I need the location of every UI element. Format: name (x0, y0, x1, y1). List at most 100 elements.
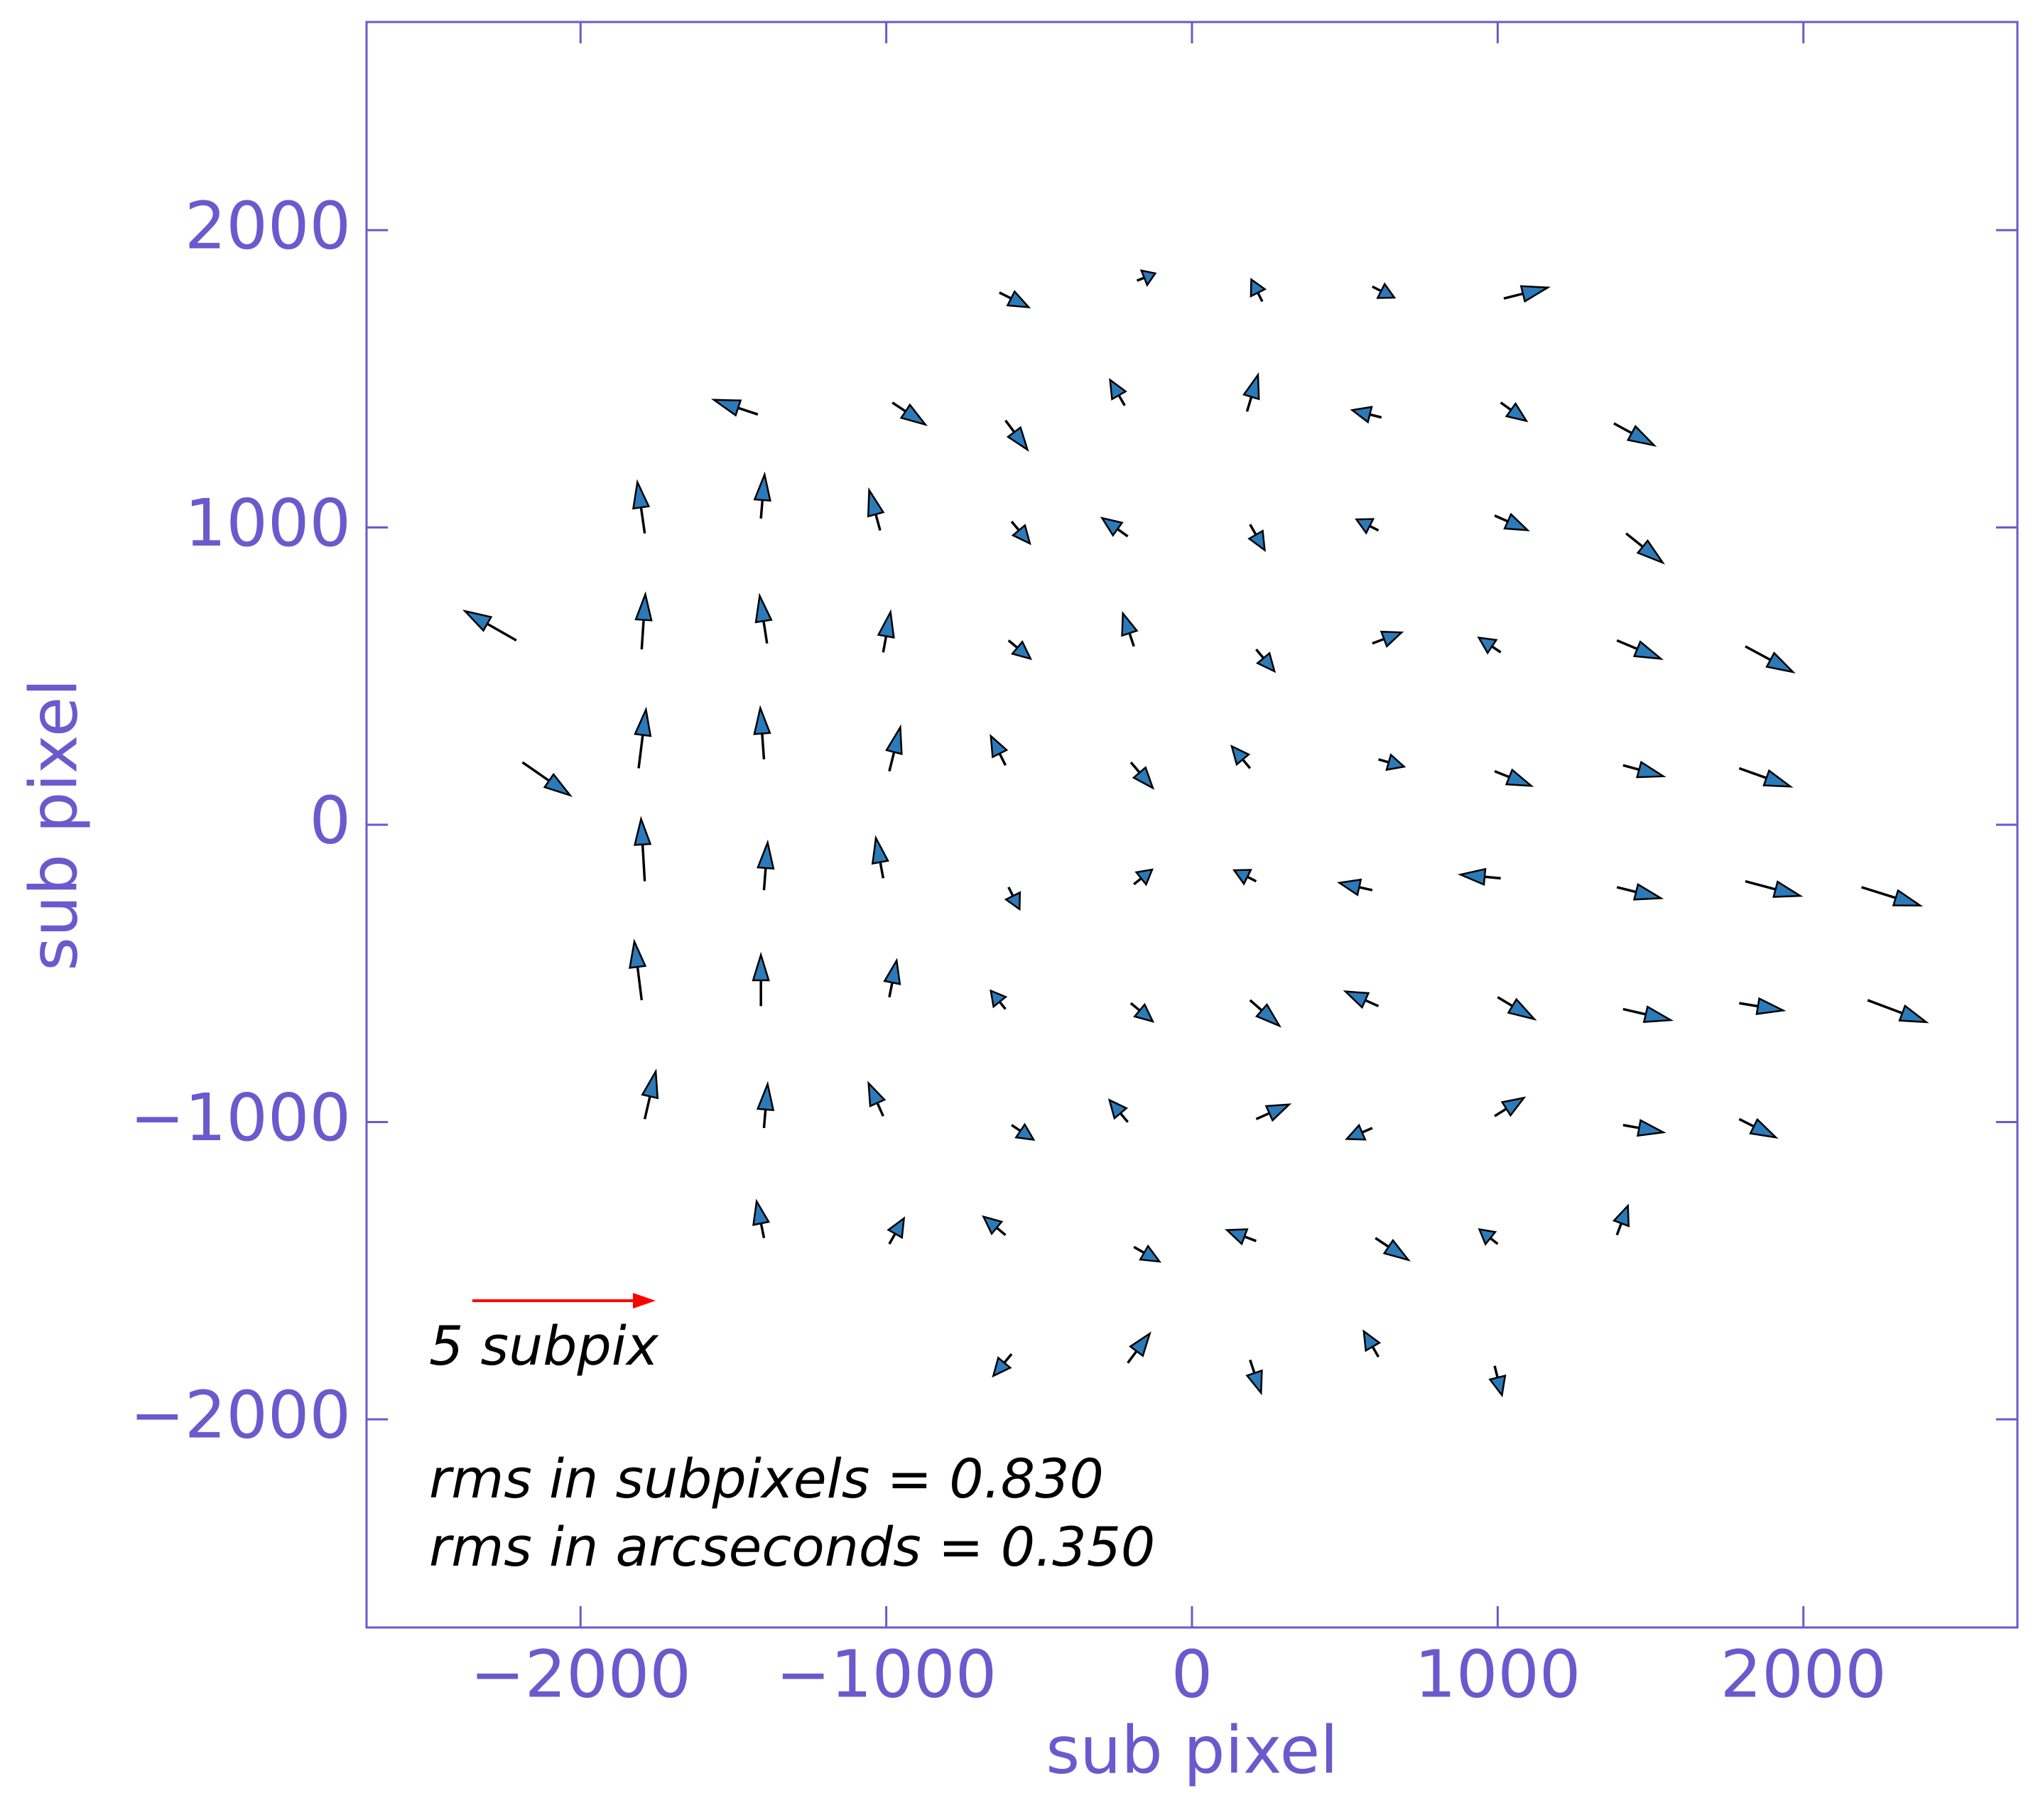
arrow-head (1134, 868, 1154, 887)
arrow-head (1242, 372, 1260, 401)
arrow-head (887, 1216, 906, 1240)
key-arrow (472, 1293, 656, 1309)
arrow-shaft (1007, 887, 1014, 897)
y-tick-label: 2000 (185, 188, 351, 264)
arrow-head (1350, 406, 1373, 424)
arrow (462, 610, 517, 642)
arrow-shaft (1361, 1127, 1373, 1134)
arrow-shaft (641, 844, 646, 882)
arrow-head (1006, 290, 1031, 309)
plot-frame (365, 21, 2019, 1629)
arrow-shaft (1249, 999, 1263, 1012)
arrow-head (1245, 1369, 1263, 1396)
arrow-head (982, 1215, 1004, 1235)
arrow-head (1749, 1117, 1779, 1139)
arrow (1249, 999, 1282, 1028)
arrow (1255, 648, 1277, 673)
arrow (1004, 419, 1029, 453)
x-tick-label: 1000 (1414, 1636, 1581, 1712)
arrow (891, 401, 928, 426)
arrow (629, 938, 647, 1001)
arrow-head (1232, 869, 1252, 886)
annotation: rms in arcseconds = 0.350 (429, 1515, 1155, 1578)
arrow-shaft (759, 499, 764, 519)
arrow-shaft (1493, 1365, 1499, 1378)
arrow-head (1376, 282, 1397, 299)
arrow (1343, 990, 1380, 1009)
arrow (1745, 879, 1804, 898)
arrow (753, 705, 771, 760)
arrow (752, 1198, 771, 1239)
arrow-head (1011, 524, 1031, 546)
arrow-shaft (1867, 999, 1903, 1014)
arrow-shaft (1247, 875, 1257, 883)
arrow-head (629, 938, 647, 969)
arrow-head (1612, 1203, 1630, 1228)
arrow (1127, 1331, 1151, 1364)
arrow (1625, 532, 1666, 565)
arrow-shaft (1257, 292, 1264, 303)
arrow-shaft (1117, 394, 1126, 406)
arrow-head (757, 839, 775, 870)
arrow (1622, 760, 1666, 779)
arrow (999, 290, 1031, 309)
arrow-head (1457, 867, 1487, 887)
arrow (1500, 401, 1529, 423)
arrow-shaft (1494, 514, 1509, 523)
arrow-head (1762, 769, 1794, 788)
arrow-head (990, 989, 1008, 1009)
arrow (752, 951, 770, 1007)
arrow (1350, 406, 1382, 424)
arrow-head (634, 591, 653, 622)
arrow (877, 609, 895, 653)
arrow (867, 487, 885, 531)
arrow (632, 479, 651, 534)
arrow (1372, 282, 1397, 299)
arrow-shaft (521, 761, 550, 782)
arrow-head (1500, 1096, 1527, 1117)
arrow-shaft (759, 1223, 766, 1239)
arrow-shaft (761, 733, 766, 760)
arrow-head (1010, 640, 1033, 661)
arrow-head (1006, 426, 1029, 453)
arrow-shaft (888, 982, 894, 998)
arrow-shaft (1616, 886, 1637, 894)
x-tick-label: −1000 (776, 1636, 997, 1712)
arrow-head (1109, 378, 1127, 401)
arrow-shaft (1738, 767, 1767, 779)
arrow (1100, 516, 1129, 538)
annotation: rms in subpixels = 0.830 (429, 1447, 1104, 1510)
arrow (883, 958, 901, 998)
arrow (1739, 997, 1787, 1015)
arrow-shaft (1117, 528, 1129, 538)
arrow (1613, 422, 1657, 448)
arrow-head (1004, 891, 1021, 911)
arrow-head (867, 487, 885, 518)
arrow-head (1121, 611, 1139, 637)
x-tick-label: 2000 (1720, 1636, 1887, 1712)
arrow (1230, 744, 1252, 769)
arrow-head (756, 1080, 775, 1112)
arrow-shaft (1622, 764, 1639, 771)
arrow-head (1892, 889, 1924, 906)
arrow (1622, 1119, 1666, 1137)
arrow-head (1355, 518, 1375, 535)
arrow (1337, 878, 1373, 897)
arrow (1225, 1228, 1257, 1246)
arrow-head (1642, 1005, 1674, 1023)
arrow-shaft (1503, 292, 1524, 300)
arrow (1738, 1117, 1779, 1139)
arrow-head (632, 479, 651, 510)
arrow-shaft (1489, 1237, 1499, 1245)
arrow-shaft (1242, 758, 1252, 769)
arrow-shaft (1613, 422, 1632, 435)
arrow-shaft (1011, 1124, 1021, 1132)
arrow-shaft (487, 622, 517, 642)
arrow-head (1337, 878, 1362, 897)
arrow-shaft (1860, 886, 1897, 899)
arrow-shaft (1369, 413, 1382, 419)
arrow (1136, 269, 1157, 287)
arrow-shaft (1358, 886, 1373, 892)
arrow-head (1345, 1123, 1367, 1141)
arrow (992, 1353, 1013, 1378)
